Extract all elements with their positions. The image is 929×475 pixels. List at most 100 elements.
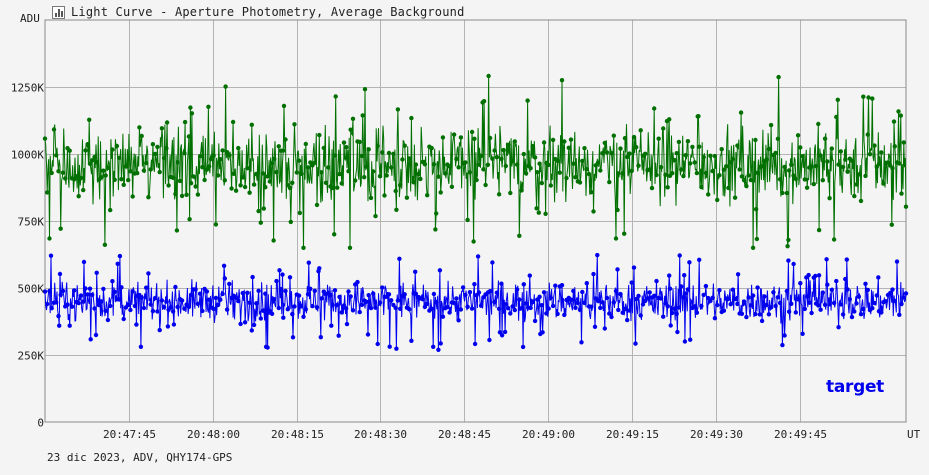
- data-point: [332, 288, 338, 293]
- data-point: [60, 288, 66, 294]
- data-point: [773, 303, 778, 309]
- data-point: [683, 291, 688, 296]
- data-point: [831, 300, 837, 306]
- data-point: [395, 107, 401, 112]
- data-point: [683, 153, 688, 158]
- data-point: [553, 283, 558, 288]
- data-point: [652, 106, 657, 111]
- data-point: [436, 174, 441, 179]
- data-point: [822, 136, 828, 141]
- data-point: [344, 306, 349, 311]
- data-point: [126, 302, 131, 308]
- data-point: [305, 165, 311, 170]
- data-point: [595, 298, 601, 304]
- data-point: [213, 295, 219, 301]
- data-point: [141, 168, 147, 173]
- data-point: [602, 326, 607, 331]
- data-point: [413, 269, 418, 274]
- data-point: [175, 160, 180, 165]
- data-point: [582, 146, 587, 151]
- data-point: [236, 298, 241, 304]
- data-point: [546, 162, 551, 168]
- data-point: [223, 84, 228, 89]
- data-point: [679, 284, 684, 289]
- data-point: [741, 178, 747, 183]
- data-point: [375, 341, 380, 347]
- data-point: [249, 328, 254, 333]
- data-point: [328, 292, 333, 298]
- data-point: [418, 176, 423, 182]
- data-point: [339, 181, 344, 186]
- data-point: [99, 175, 104, 180]
- data-point: [150, 308, 156, 314]
- data-point: [510, 158, 515, 164]
- data-point: [523, 301, 529, 306]
- data-point: [620, 171, 625, 176]
- data-point: [827, 196, 832, 201]
- data-point: [51, 127, 57, 132]
- data-point: [737, 167, 742, 172]
- data-point: [373, 213, 378, 219]
- data-point: [634, 145, 639, 150]
- chart-grid: [45, 20, 906, 422]
- data-point: [447, 164, 452, 169]
- data-point: [81, 187, 86, 193]
- data-point: [164, 120, 170, 125]
- data-point: [503, 302, 508, 307]
- data-point: [636, 293, 641, 299]
- data-point: [739, 174, 745, 179]
- data-point: [899, 301, 904, 307]
- data-point: [469, 129, 475, 135]
- data-point: [813, 273, 818, 279]
- data-point: [780, 190, 785, 196]
- data-point: [496, 306, 502, 311]
- data-point: [197, 291, 203, 296]
- data-point: [625, 317, 630, 323]
- data-point: [780, 342, 785, 348]
- data-point: [269, 161, 275, 166]
- data-point: [891, 119, 897, 124]
- data-point: [528, 166, 533, 171]
- data-point: [688, 337, 693, 342]
- data-point: [81, 299, 86, 304]
- data-point: [326, 165, 331, 170]
- data-point: [42, 136, 48, 141]
- data-point: [562, 139, 567, 144]
- window-title-bar: Light Curve - Aperture Photometry, Avera…: [52, 4, 465, 20]
- data-point: [188, 105, 193, 110]
- data-point: [193, 184, 198, 189]
- data-point: [550, 303, 556, 309]
- data-point: [336, 333, 341, 338]
- data-point: [903, 204, 909, 209]
- data-point: [179, 193, 185, 199]
- data-point: [386, 150, 392, 156]
- data-point: [188, 292, 194, 297]
- data-point: [175, 304, 180, 310]
- data-point: [613, 288, 619, 294]
- data-point: [463, 160, 468, 165]
- data-point: [852, 309, 857, 314]
- data-point: [586, 171, 592, 177]
- data-point: [501, 147, 506, 153]
- data-point: [831, 237, 837, 242]
- data-point: [161, 304, 167, 310]
- data-point: [404, 195, 410, 200]
- x-tick-label: 20:49:45: [774, 428, 827, 441]
- data-point: [844, 257, 849, 262]
- data-point: [505, 306, 511, 311]
- data-point: [766, 312, 772, 317]
- data-point: [762, 294, 767, 299]
- data-point: [861, 94, 866, 99]
- data-point: [87, 161, 93, 166]
- data-point: [682, 339, 688, 344]
- data-point: [667, 273, 672, 278]
- data-point: [575, 300, 580, 306]
- data-point: [611, 133, 616, 138]
- data-point: [335, 302, 340, 308]
- data-point: [858, 198, 864, 204]
- data-point: [738, 110, 744, 115]
- data-point: [692, 304, 697, 309]
- data-point: [386, 292, 392, 297]
- data-point: [598, 305, 603, 311]
